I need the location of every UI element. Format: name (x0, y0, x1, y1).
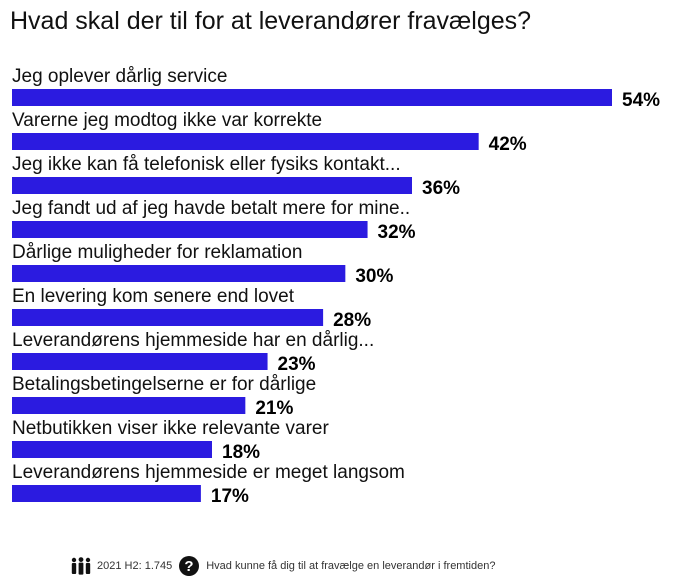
value-label: 17% (211, 486, 249, 507)
value-label: 21% (255, 398, 293, 419)
category-label: Leverandørens hjemmeside har en dårlig..… (12, 330, 374, 351)
bar-chart: Jeg oplever dårlig service 54% Varerne jeg… (12, 66, 660, 507)
people-icon (70, 557, 92, 575)
value-label: 32% (378, 222, 416, 243)
bar (12, 133, 479, 150)
value-label: 54% (622, 90, 660, 111)
bar (12, 397, 246, 414)
value-label: 30% (355, 266, 393, 287)
svg-text:?: ? (185, 558, 194, 575)
value-label: 42% (489, 134, 527, 155)
bar (12, 221, 368, 238)
value-label: 28% (333, 310, 371, 331)
category-label: Leverandørens hjemmeside er meget langso… (12, 462, 405, 483)
value-label: 23% (278, 354, 316, 375)
bar (12, 265, 346, 282)
category-label: En levering kom senere end lovet (12, 286, 295, 307)
category-label: Jeg fandt ud af jeg havde betalt mere fo… (12, 198, 410, 219)
category-label: Varerne jeg modtog ikke var korrekte (12, 110, 322, 131)
category-label: Dårlige muligheder for reklamation (12, 242, 302, 263)
category-label: Netbutikken viser ikke relevante varer (12, 418, 329, 439)
bar (12, 177, 412, 194)
bar (12, 89, 612, 106)
question-mark-icon: ? (178, 555, 200, 577)
bar (12, 309, 324, 326)
chart-footer: 2021 H2: 1.745 ? Hvad kunne få dig til a… (70, 553, 495, 579)
category-label: Betalingsbetingelserne er for dårlige (12, 374, 316, 395)
respondents-text: 2021 H2: 1.745 (97, 560, 173, 572)
bar (12, 485, 201, 502)
survey-question-text: Hvad kunne få dig til at fravælge en lev… (206, 560, 496, 572)
bar (12, 441, 212, 458)
chart-title: Hvad skal der til for at leverandører fr… (10, 7, 532, 35)
value-label: 18% (222, 442, 260, 463)
category-label: Jeg ikke kan få telefonisk eller fysiks … (12, 154, 401, 175)
bar (12, 353, 268, 370)
category-label: Jeg oplever dårlig service (12, 66, 227, 87)
value-label: 36% (422, 178, 460, 199)
